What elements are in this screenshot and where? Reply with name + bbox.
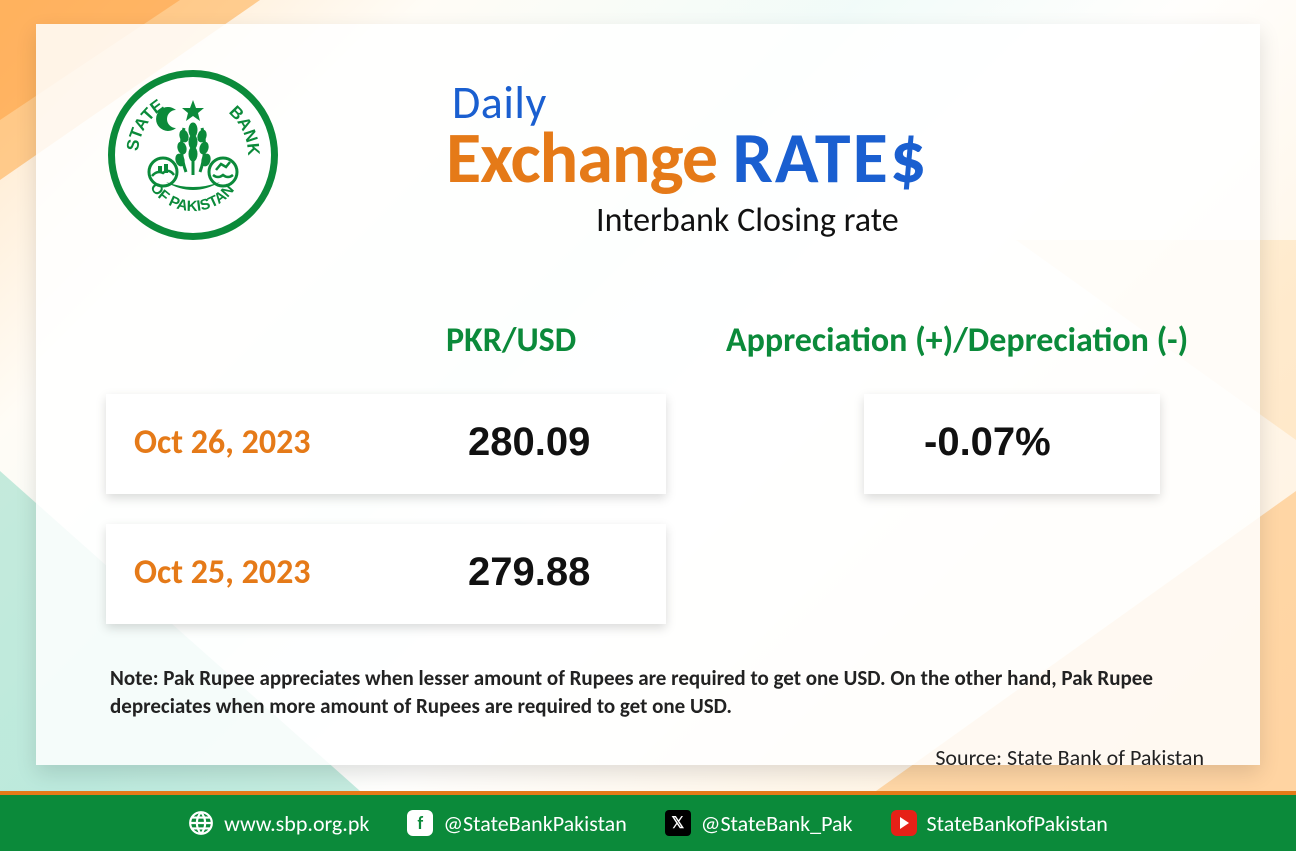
main-card: STATE BANK OF PAKISTAN: [36, 24, 1260, 765]
title-subtitle: Interbank Closing rate: [596, 200, 928, 241]
sbp-logo-svg: STATE BANK OF PAKISTAN: [118, 80, 268, 230]
footer-bar: www.sbp.org.pk f @StateBankPakistan 𝕏 @S…: [0, 791, 1296, 851]
sbp-logo: STATE BANK OF PAKISTAN: [108, 70, 278, 240]
footer-youtube-text: StateBankofPakistan: [927, 810, 1108, 837]
footer-x-text: @StateBank_Pak: [701, 810, 853, 837]
x-icon: 𝕏: [665, 810, 691, 836]
globe-icon: [188, 810, 214, 836]
header-appreciation-depreciation: Appreciation (+)/Depreciation (-): [726, 320, 1188, 361]
logo-text-bank: BANK: [225, 102, 263, 157]
rate-row: Oct 26, 2023 280.09: [106, 394, 666, 494]
source-attribution: Source: State Bank of Pakistan: [935, 744, 1204, 771]
rate-value: 279.88: [468, 550, 590, 595]
change-value: -0.07%: [924, 420, 1051, 465]
rate-date: Oct 25, 2023: [134, 552, 311, 593]
youtube-icon: [891, 810, 917, 836]
footnote: Note: Pak Rupee appreciates when lesser …: [110, 664, 1186, 721]
facebook-icon: f: [407, 810, 433, 836]
footer-facebook: f @StateBankPakistan: [407, 810, 626, 837]
footer-facebook-text: @StateBankPakistan: [443, 810, 626, 837]
footer-website: www.sbp.org.pk: [188, 810, 369, 837]
footer-x-twitter: 𝕏 @StateBank_Pak: [665, 810, 853, 837]
title-rates-word: RATE$: [732, 114, 928, 202]
rate-row: Oct 25, 2023 279.88: [106, 524, 666, 624]
change-box: -0.07%: [864, 394, 1160, 494]
title-block: Daily Exchange RATE$ Interbank Closing r…: [446, 80, 928, 241]
header-pkr-usd: PKR/USD: [446, 320, 576, 361]
footer-youtube: StateBankofPakistan: [891, 810, 1108, 837]
rate-value: 280.09: [468, 420, 590, 465]
svg-text:BANK: BANK: [225, 102, 263, 157]
title-exchange-word: Exchange: [446, 114, 717, 202]
sbp-logo-circle: STATE BANK OF PAKISTAN: [108, 70, 278, 240]
footer-website-text: www.sbp.org.pk: [224, 810, 369, 837]
rate-date: Oct 26, 2023: [134, 422, 311, 463]
title-exchange-rates: Exchange RATE$: [446, 122, 928, 194]
